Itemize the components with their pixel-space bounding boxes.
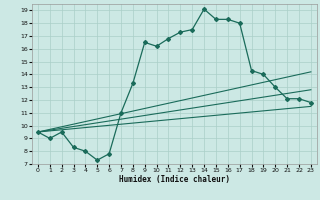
X-axis label: Humidex (Indice chaleur): Humidex (Indice chaleur) xyxy=(119,175,230,184)
